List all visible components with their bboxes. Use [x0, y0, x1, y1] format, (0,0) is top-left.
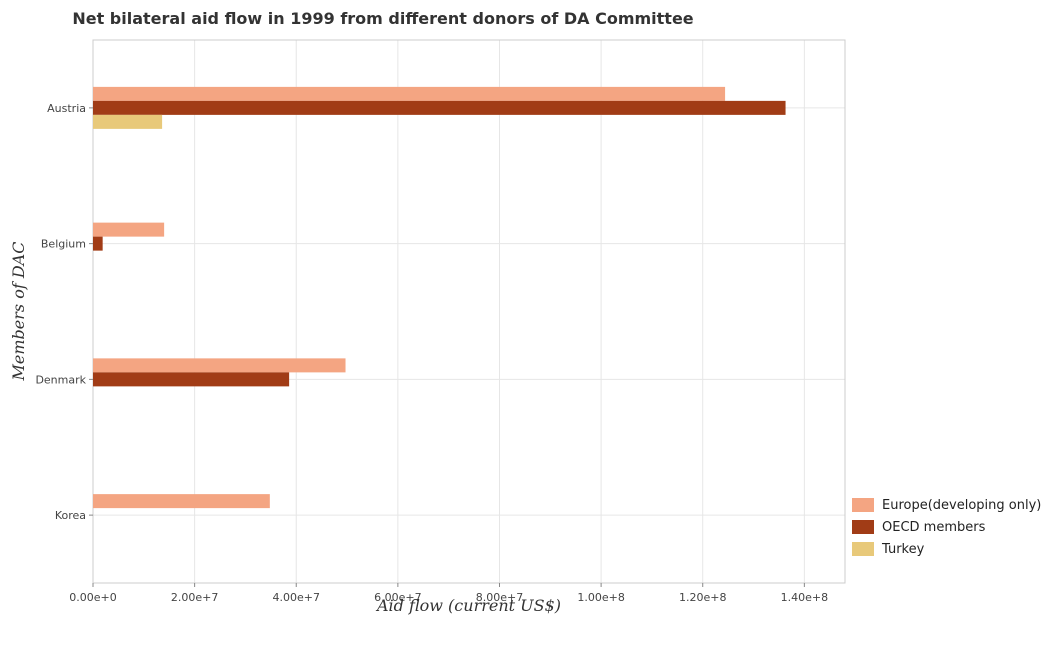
legend-label: OECD members	[882, 520, 986, 535]
bar-denmark-europe-developing-only	[93, 358, 346, 373]
legend-swatch	[852, 498, 874, 512]
chart-title: Net bilateral aid flow in 1999 from diff…	[72, 9, 693, 28]
x-tick-label: 1.20e+8	[679, 591, 726, 604]
bar-korea-europe-developing-only	[93, 494, 270, 509]
y-tick-label: Denmark	[35, 373, 86, 386]
bars	[93, 86, 786, 509]
x-axis-label: Aid flow (current US$)	[375, 596, 561, 615]
plot-area-border	[92, 39, 846, 584]
bar-belgium-oecd-members	[93, 236, 103, 251]
legend-swatch	[852, 542, 874, 556]
x-tick-label: 6.00e+7	[374, 591, 421, 604]
x-tick-label: 2.00e+7	[171, 591, 218, 604]
bar-austria-oecd-members	[93, 100, 786, 115]
legend-label: Turkey	[881, 542, 925, 557]
x-tick-label: 4.00e+7	[273, 591, 320, 604]
x-tick-label: 0.00e+0	[69, 591, 116, 604]
y-tick-label: Belgium	[41, 238, 86, 251]
x-tick-label: 1.40e+8	[781, 591, 828, 604]
y-tick-label: Korea	[55, 509, 86, 522]
bar-austria-europe-developing-only	[93, 86, 726, 101]
legend-swatch	[852, 520, 874, 534]
bar-belgium-europe-developing-only	[93, 222, 165, 237]
bar-denmark-oecd-members	[93, 372, 290, 387]
x-tick-label: 1.00e+8	[577, 591, 624, 604]
legend: Europe(developing only) OECD members Turke…	[852, 498, 1041, 557]
x-tick-label: 8.00e+7	[476, 591, 523, 604]
y-tick-label: Austria	[47, 102, 86, 115]
bar-austria-turkey	[93, 114, 163, 129]
y-axis-label: Members of DAC	[9, 242, 28, 382]
legend-label: Europe(developing only)	[882, 498, 1041, 513]
y-axis-ticks: Austria Belgium Denmark Korea	[35, 102, 93, 522]
x-axis-ticks: 0.00e+0 2.00e+7 4.00e+7 6.00e+7 8.00e+7 1.00e…	[69, 583, 828, 604]
